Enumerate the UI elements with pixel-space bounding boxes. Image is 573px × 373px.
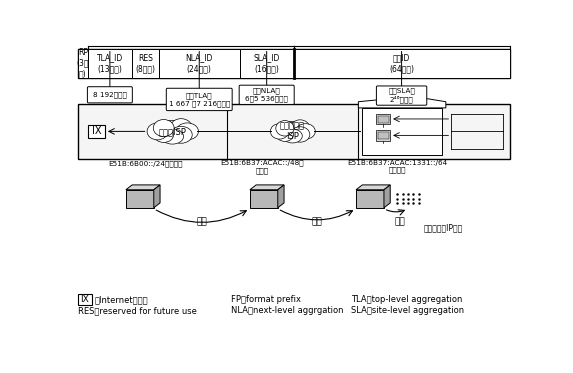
Text: RES：reserved for future use: RES：reserved for future use <box>78 306 197 315</box>
Text: E51B:6B00::/24的地址块: E51B:6B00::/24的地址块 <box>108 161 182 167</box>
Bar <box>240 48 294 78</box>
Ellipse shape <box>159 120 186 142</box>
Text: 每个SLA有
2⁴⁶个终端: 每个SLA有 2⁴⁶个终端 <box>388 88 415 103</box>
Ellipse shape <box>161 129 183 144</box>
Ellipse shape <box>296 124 315 139</box>
Text: 接口ID
(64比特): 接口ID (64比特) <box>389 54 414 73</box>
Bar <box>78 48 88 78</box>
Ellipse shape <box>170 119 192 137</box>
Polygon shape <box>356 190 384 208</box>
Bar <box>159 48 240 78</box>
Polygon shape <box>126 185 160 190</box>
Bar <box>78 294 92 305</box>
Ellipse shape <box>154 119 174 137</box>
Polygon shape <box>250 185 284 190</box>
Ellipse shape <box>176 123 198 140</box>
FancyBboxPatch shape <box>88 87 132 103</box>
Ellipse shape <box>276 120 294 136</box>
Text: 细分: 细分 <box>312 217 322 226</box>
Bar <box>78 104 509 159</box>
Polygon shape <box>126 190 154 208</box>
Text: IX: IX <box>92 126 101 137</box>
Text: 每个TLA有
1 667 万7 216个网络: 每个TLA有 1 667 万7 216个网络 <box>168 93 230 107</box>
Polygon shape <box>358 96 446 108</box>
Ellipse shape <box>147 123 168 140</box>
Text: E51B:6B37:ACAC:1331::/64
的地址块: E51B:6B37:ACAC:1331::/64 的地址块 <box>347 160 448 173</box>
Ellipse shape <box>270 124 289 139</box>
Bar <box>378 116 388 123</box>
Text: E51B:6B37:ACAC::/48的
地址块: E51B:6B37:ACAC::/48的 地址块 <box>221 159 304 173</box>
Bar <box>376 113 390 124</box>
Text: 地区或中小
ISP: 地区或中小 ISP <box>280 122 305 141</box>
Polygon shape <box>384 185 390 208</box>
Text: ：Internet互连点: ：Internet互连点 <box>94 295 148 304</box>
Polygon shape <box>278 185 284 208</box>
Text: SLA_ID
(16比特): SLA_ID (16比特) <box>253 54 280 73</box>
Ellipse shape <box>291 127 310 142</box>
Text: FP：format prefix: FP：format prefix <box>230 295 300 304</box>
Bar <box>132 48 159 78</box>
Bar <box>78 48 509 78</box>
Text: 每个NLA有
6万5 536个网络: 每个NLA有 6万5 536个网络 <box>245 88 288 102</box>
Ellipse shape <box>281 121 304 141</box>
FancyBboxPatch shape <box>239 85 294 104</box>
Bar <box>88 125 105 138</box>
Ellipse shape <box>282 129 303 143</box>
Ellipse shape <box>170 126 192 143</box>
Text: RP
(3比
特): RP (3比 特) <box>77 48 89 78</box>
Bar <box>376 130 390 141</box>
Bar <box>378 132 388 139</box>
Polygon shape <box>250 190 278 208</box>
Bar <box>88 48 132 78</box>
Ellipse shape <box>291 120 310 137</box>
Text: IX: IX <box>80 295 89 304</box>
Text: SLA：site-level aggregation: SLA：site-level aggregation <box>351 306 464 315</box>
Text: TLA_ID
(13比特): TLA_ID (13比特) <box>97 54 123 73</box>
FancyBboxPatch shape <box>166 88 232 111</box>
Text: NLA：next-level aggrgation: NLA：next-level aggrgation <box>230 306 343 315</box>
Text: 一个一个的IP地址: 一个一个的IP地址 <box>424 223 463 232</box>
Text: RES
(8比特): RES (8比特) <box>135 54 155 73</box>
Bar <box>362 108 442 155</box>
Text: 骨干网ISP: 骨干网ISP <box>159 127 186 136</box>
Ellipse shape <box>154 127 174 142</box>
Text: 细分: 细分 <box>197 217 207 226</box>
Polygon shape <box>356 185 390 190</box>
Bar <box>294 48 509 78</box>
Ellipse shape <box>276 128 293 141</box>
FancyBboxPatch shape <box>376 86 427 105</box>
Polygon shape <box>154 185 160 208</box>
Text: 8 192个网络: 8 192个网络 <box>93 91 127 98</box>
Text: NLA_ID
(24比特): NLA_ID (24比特) <box>186 54 213 73</box>
Text: 细分: 细分 <box>394 217 405 226</box>
Text: TLA：top-level aggregation: TLA：top-level aggregation <box>351 295 462 304</box>
